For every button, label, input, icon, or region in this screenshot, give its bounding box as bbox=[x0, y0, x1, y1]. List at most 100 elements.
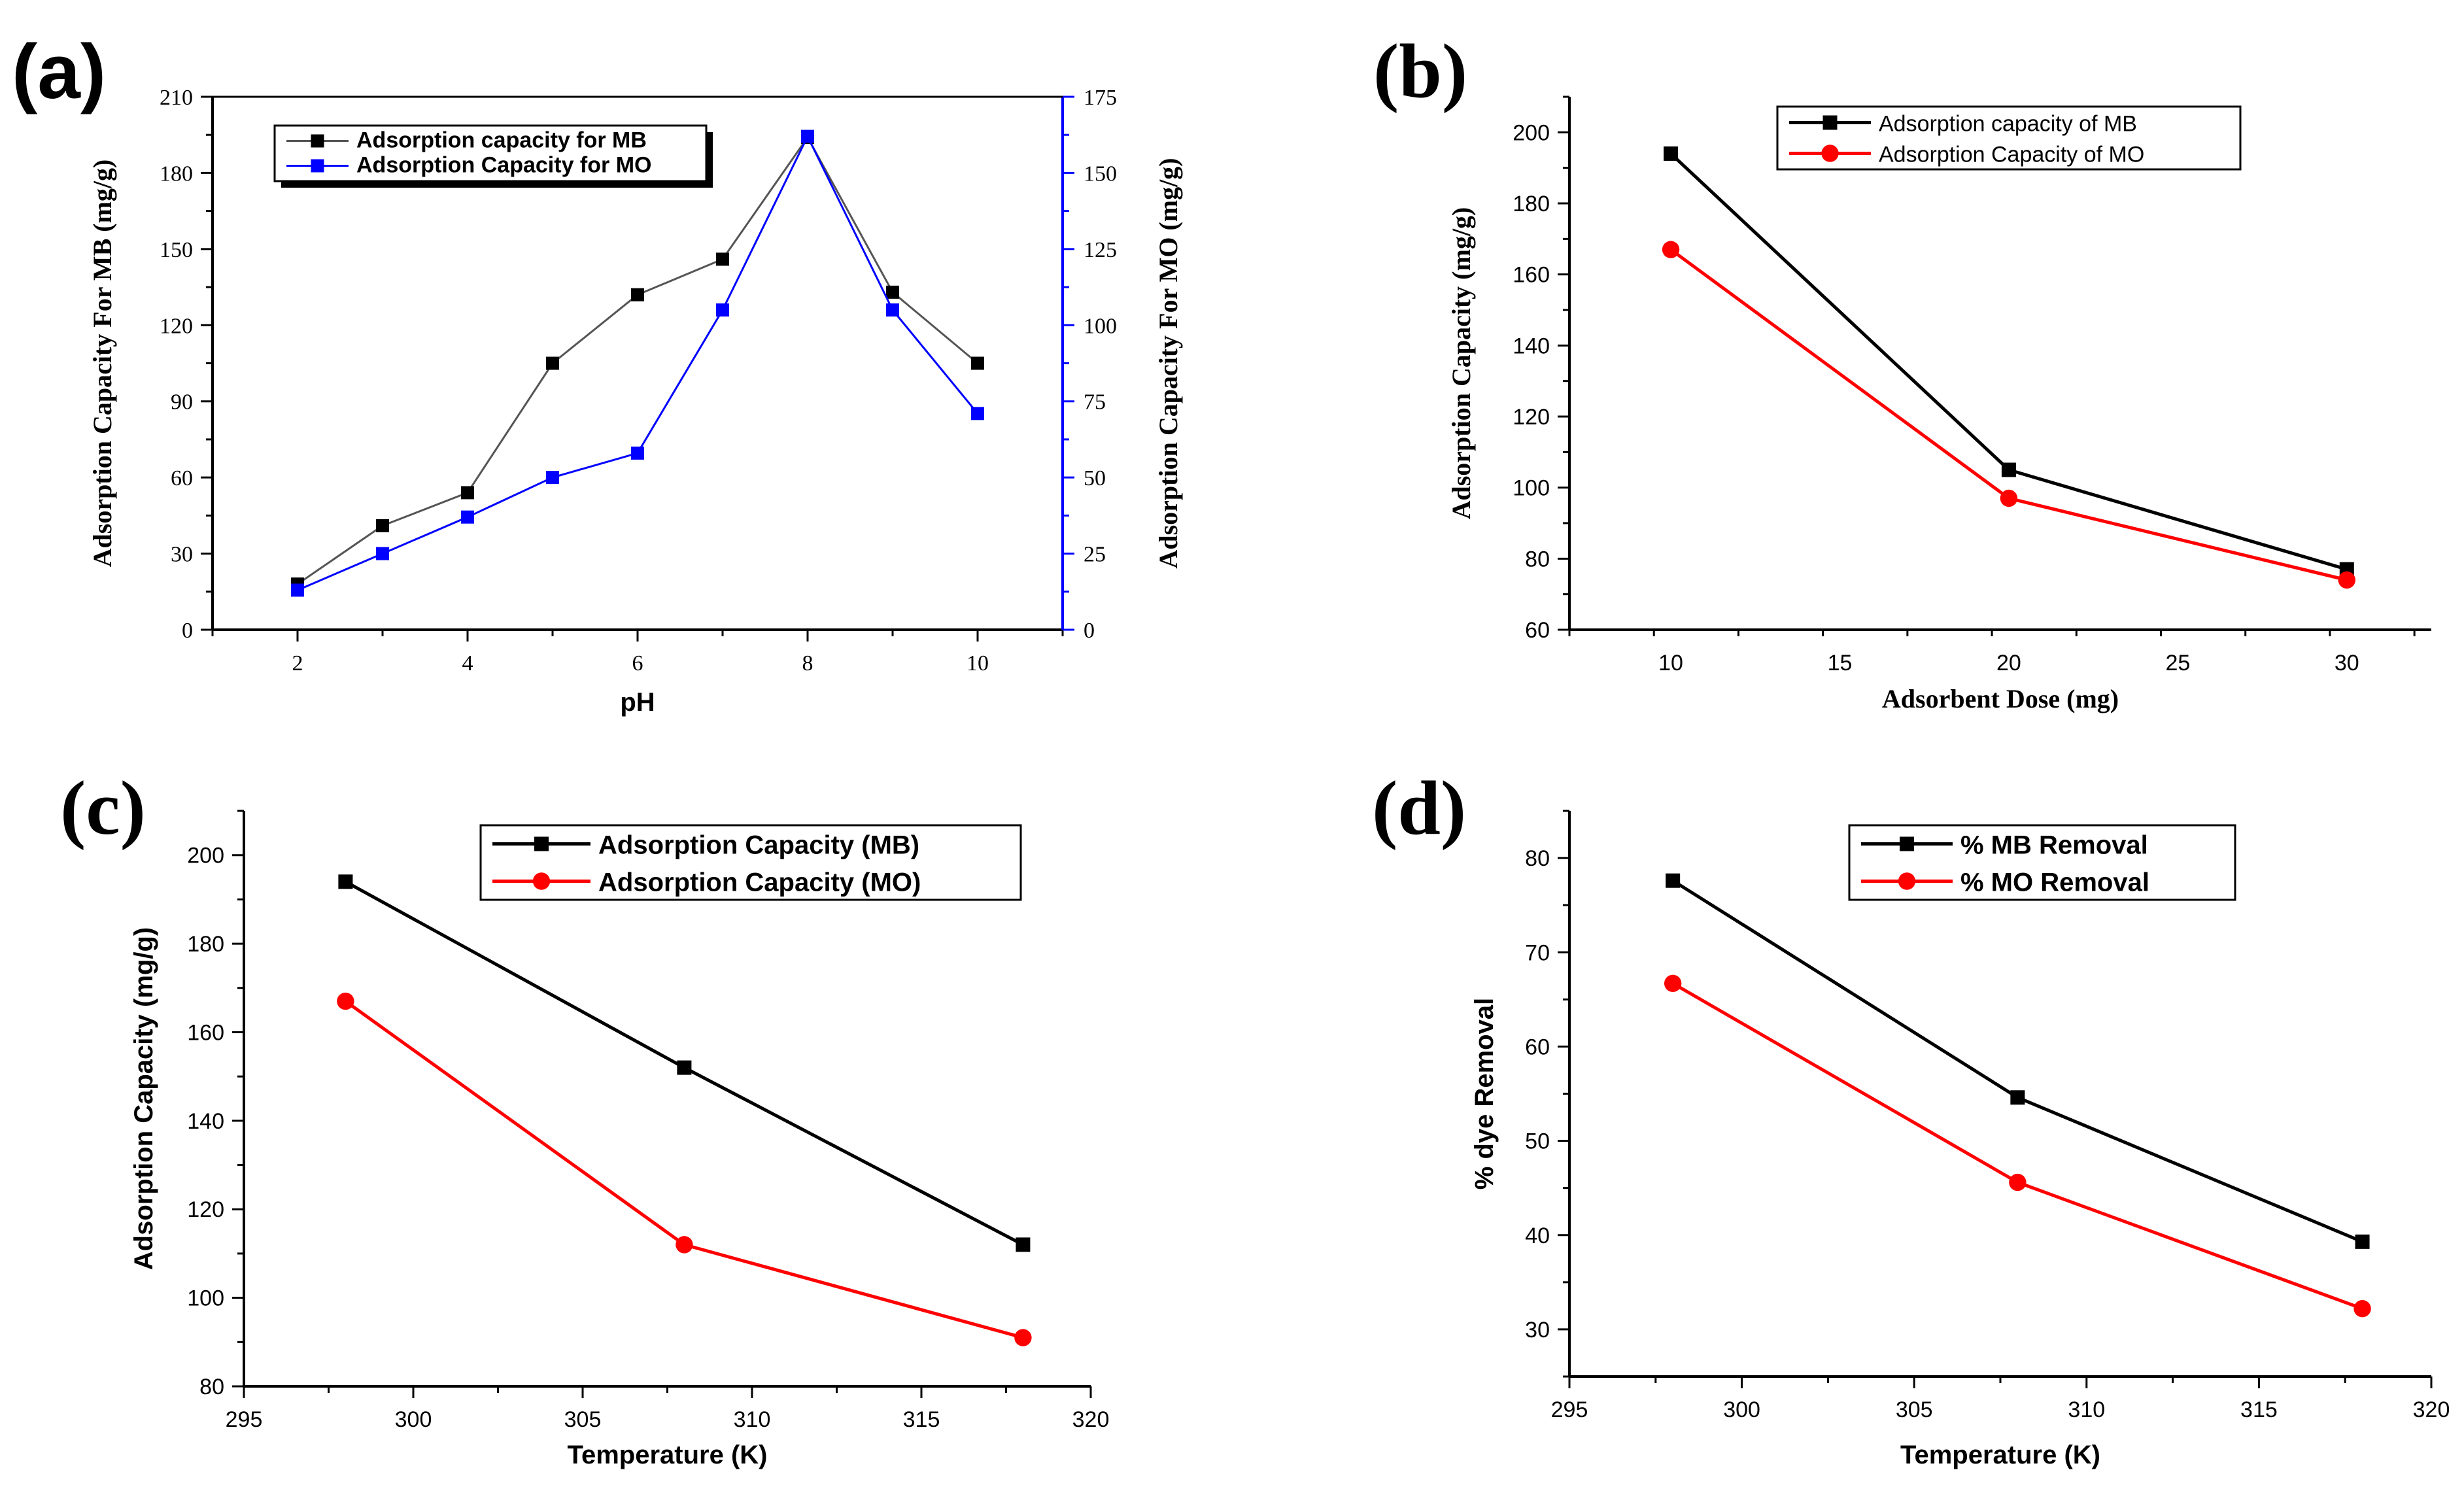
y-tick-label: 30 bbox=[1525, 1318, 1550, 1343]
x-tick-label: 6 bbox=[632, 651, 643, 676]
x-axis-title: Temperature (K) bbox=[1900, 1441, 2100, 1469]
y-tick-label: 120 bbox=[187, 1197, 224, 1222]
legend-label: Adsorption capacity for MB bbox=[356, 128, 647, 153]
x-axis-title: Adsorbent Dose (mg) bbox=[1882, 684, 2119, 713]
data-point bbox=[376, 519, 389, 532]
y-right-tick-label: 75 bbox=[1084, 390, 1106, 415]
figure-panels: (a)2 4 6 8 100306090120150180210025507510012… bbox=[12, 28, 2450, 1469]
x-tick-label: 10 bbox=[967, 651, 989, 676]
series-line-1 bbox=[344, 1000, 1024, 1339]
data-point bbox=[461, 510, 474, 524]
legend-marker bbox=[1898, 872, 1916, 890]
data-point bbox=[971, 356, 984, 370]
data-point bbox=[1664, 146, 1679, 161]
legend-marker bbox=[311, 159, 324, 173]
x-axis-title: pH bbox=[620, 688, 655, 717]
y-tick-label: 60 bbox=[1525, 1035, 1550, 1059]
y-tick-label: 60 bbox=[1525, 618, 1550, 643]
x-tick-label: 310 bbox=[2068, 1397, 2105, 1422]
y-axis-title: Adsorption Capacity (mg/g) bbox=[1446, 207, 1476, 520]
y-tick-label: 90 bbox=[171, 390, 193, 415]
x-tick-label: 320 bbox=[2413, 1397, 2450, 1422]
data-point bbox=[338, 874, 353, 889]
legend-label: Adsorption Capacity (MB) bbox=[598, 831, 919, 860]
x-tick-label: 295 bbox=[1551, 1397, 1588, 1422]
x-tick-label: 295 bbox=[226, 1407, 263, 1432]
data-point bbox=[971, 407, 984, 420]
data-point bbox=[2338, 571, 2355, 589]
y-axis-title: Adsorption Capacity (mg/g) bbox=[129, 927, 158, 1270]
y-tick-label: 60 bbox=[171, 466, 193, 490]
data-point bbox=[2355, 1234, 2370, 1249]
y-tick-label: 50 bbox=[1525, 1129, 1550, 1154]
data-point bbox=[337, 992, 354, 1010]
x-tick-label: 315 bbox=[2240, 1397, 2278, 1422]
x-tick-label: 20 bbox=[1996, 651, 2021, 676]
x-tick-label: 4 bbox=[462, 651, 473, 676]
series-line-1 bbox=[297, 135, 979, 591]
x-tick-label: 25 bbox=[2165, 651, 2190, 676]
y-tick-label: 80 bbox=[199, 1375, 224, 1399]
legend: % MB Removal % MO Removal bbox=[1848, 824, 2236, 901]
y-tick-label: 180 bbox=[187, 932, 224, 957]
legend-label: % MO Removal bbox=[1960, 868, 2149, 897]
y-tick-label: 180 bbox=[1513, 192, 1550, 216]
data-point bbox=[2000, 489, 2018, 507]
y-right-tick-label: 125 bbox=[1084, 238, 1117, 262]
y-tick-label: 140 bbox=[187, 1109, 224, 1134]
legend: Adsorption Capacity (MB) Adsorption Capac… bbox=[479, 824, 1022, 901]
data-point bbox=[461, 486, 474, 500]
data-point bbox=[886, 285, 899, 299]
legend-box bbox=[1776, 105, 2242, 171]
y-tick-label: 210 bbox=[160, 86, 193, 110]
data-point bbox=[291, 583, 304, 597]
y-right-axis-title: Adsorption Capacity For MO (mg/g) bbox=[1154, 158, 1183, 568]
series-line-0 bbox=[297, 136, 978, 585]
y-tick-label: 140 bbox=[1513, 334, 1550, 358]
y-right-tick-label: 175 bbox=[1084, 86, 1117, 110]
x-tick-label: 320 bbox=[1072, 1407, 1110, 1432]
data-point bbox=[376, 547, 389, 560]
y-tick-label: 120 bbox=[1513, 405, 1550, 430]
series-line-1 bbox=[1669, 248, 2348, 582]
y-tick-label: 80 bbox=[1525, 846, 1550, 871]
x-tick-label: 8 bbox=[802, 651, 813, 676]
x-tick-label: 300 bbox=[1723, 1397, 1760, 1422]
legend-label: Adsorption Capacity for MO bbox=[356, 153, 651, 178]
x-tick-label: 315 bbox=[903, 1407, 940, 1432]
legend: Adsorption capacity of MB Adsorption Capa… bbox=[1776, 105, 2242, 171]
panel-label: (c) bbox=[60, 765, 146, 851]
legend-marker bbox=[532, 872, 551, 890]
y-tick-label: 160 bbox=[1513, 263, 1550, 288]
y-axis-title: Adsorption Capacity For MB (mg/g) bbox=[88, 160, 117, 568]
data-point bbox=[2001, 462, 2016, 477]
data-point bbox=[716, 303, 729, 317]
panel-label: (b) bbox=[1373, 28, 1467, 114]
y-tick-label: 70 bbox=[1525, 940, 1550, 965]
legend-marker bbox=[1822, 115, 1838, 130]
data-point bbox=[677, 1060, 692, 1075]
y-tick-label: 160 bbox=[187, 1020, 224, 1045]
legend-marker bbox=[1900, 836, 1914, 851]
data-point bbox=[631, 446, 644, 460]
series-line-0 bbox=[1669, 152, 2348, 572]
x-tick-label: 15 bbox=[1828, 651, 1853, 676]
y-tick-label: 30 bbox=[171, 543, 193, 567]
y-axis-title: % dye Removal bbox=[1470, 998, 1499, 1189]
y-tick-label: 40 bbox=[1525, 1224, 1550, 1248]
y-tick-label: 200 bbox=[1513, 120, 1550, 145]
data-point bbox=[1014, 1329, 1032, 1346]
data-point bbox=[546, 471, 559, 485]
legend-marker bbox=[311, 134, 324, 148]
legend-box bbox=[273, 124, 708, 182]
y-tick-label: 100 bbox=[187, 1286, 224, 1311]
x-axis-title: Temperature (K) bbox=[568, 1441, 768, 1469]
y-tick-label: 80 bbox=[1525, 547, 1550, 572]
y-right-tick-label: 0 bbox=[1084, 619, 1095, 643]
data-point bbox=[1016, 1237, 1031, 1252]
y-right-tick-label: 50 bbox=[1084, 466, 1106, 490]
x-tick-label: 305 bbox=[564, 1407, 602, 1432]
x-tick-label: 300 bbox=[395, 1407, 432, 1432]
